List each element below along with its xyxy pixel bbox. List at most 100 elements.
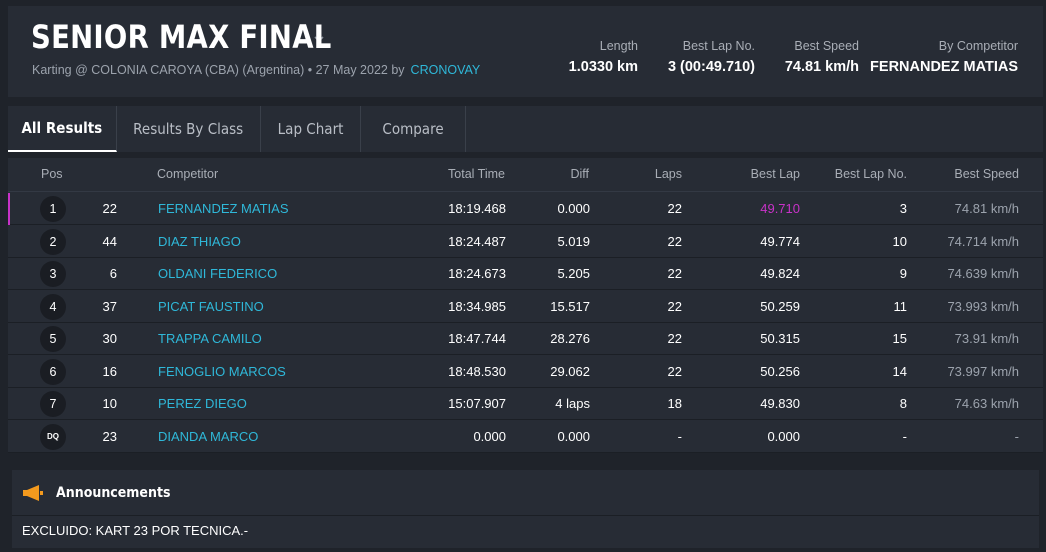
position-badge: 5 [40, 326, 66, 352]
kart-number: 44 [102, 233, 117, 249]
stat-length: Length 1.0330 km [569, 39, 638, 75]
col-laps[interactable]: Laps [654, 167, 682, 181]
total-time: 18:24.673 [448, 266, 506, 281]
tab-lap-chart[interactable]: Lap Chart [261, 106, 361, 152]
laps: 22 [667, 201, 682, 216]
best-speed: 74.714 km/h [947, 233, 1019, 249]
best-speed: 74.639 km/h [947, 266, 1019, 281]
total-time: 18:24.487 [448, 233, 506, 249]
table-row[interactable]: 4 37 PICAT FAUSTINO 18:34.985 15.517 22 50.259… [8, 291, 1043, 323]
best-lap: 50.256 [760, 363, 800, 379]
competitor-link[interactable]: TRAPPA CAMILO [158, 331, 262, 346]
col-competitor[interactable]: Competitor [157, 167, 219, 181]
kart-number: 22 [102, 201, 117, 216]
stat-label: By Competitor [938, 39, 1018, 53]
competitor-link[interactable]: PEREZ DIEGO [158, 396, 247, 411]
table-header: Pos Competitor Total Time Diff Laps Best… [8, 158, 1043, 192]
stat-value: 1.0330 km [568, 59, 638, 75]
laps: 22 [667, 233, 682, 249]
best-lap: 0.000 [767, 428, 800, 444]
table-row[interactable]: 7 10 PEREZ DIEGO 15:07.907 4 laps 18 49.830 8 74… [8, 388, 1043, 420]
col-diff[interactable]: Diff [570, 167, 589, 181]
competitor-link[interactable]: FENOGLIO MARCOS [158, 363, 286, 379]
table-row[interactable]: 6 16 FENOGLIO MARCOS 18:48.530 29.062 22 50.25… [8, 356, 1043, 388]
stat-by-competitor: By Competitor FERNANDEZ MATIAS [870, 39, 1018, 75]
table-row[interactable]: 5 30 TRAPPA CAMILO 18:47.744 28.276 22 50.315 1… [8, 323, 1043, 355]
best-lap-no: - [902, 428, 907, 444]
tab-all-results[interactable]: All Results [8, 106, 117, 152]
position-badge: 6 [40, 358, 66, 385]
total-time: 0.000 [473, 428, 506, 444]
best-speed: 73.993 km/h [947, 298, 1019, 314]
stat-value: FERNANDEZ MATIAS [870, 59, 1018, 75]
diff: 29.062 [550, 363, 590, 379]
stat-best-lap-no: Best Lap No. 3 (00:49.710) [668, 39, 755, 75]
best-speed: 73.91 km/h [954, 331, 1019, 346]
competitor-link[interactable]: PICAT FAUSTINO [158, 298, 264, 314]
stat-label: Best Lap No. [682, 39, 755, 53]
position-badge: DQ [40, 423, 66, 450]
total-time: 18:48.530 [448, 363, 506, 379]
best-lap-no: 3 [899, 201, 907, 216]
col-best-lap-no[interactable]: Best Lap No. [834, 167, 907, 181]
stat-label: Best Speed [794, 39, 859, 53]
laps: 22 [667, 363, 682, 379]
tab-results-by-class[interactable]: Results By Class [117, 106, 261, 152]
best-lap: 49.824 [760, 266, 800, 281]
col-best-lap[interactable]: Best Lap [750, 167, 800, 181]
best-lap: 49.830 [760, 396, 800, 411]
diff: 28.276 [550, 331, 590, 346]
position-badge: 7 [40, 391, 66, 417]
laps: 18 [667, 396, 682, 411]
competitor-link[interactable]: OLDANI FEDERICO [158, 266, 278, 281]
event-subtitle: Karting @ COLONIA CAROYA (CBA) (Argentin… [32, 63, 480, 77]
diff: 4 laps [555, 396, 590, 411]
title-wrap[interactable]: SENIOR MAX FINAL [31, 18, 332, 56]
table-row[interactable]: 2 44 DIAZ THIAGO 18:24.487 5.019 22 49.774 10 74… [8, 226, 1043, 258]
announcements-title: Announcements [56, 485, 183, 501]
table-row[interactable]: 1 22 FERNANDEZ MATIAS 18:19.468 0.000 22 49.71… [8, 193, 1043, 225]
kart-number: 37 [102, 298, 117, 314]
tab-label: All Results [21, 119, 103, 137]
total-time: 18:47.744 [448, 331, 506, 346]
diff: 15.517 [550, 298, 590, 314]
page-title: SENIOR MAX FINAL [31, 18, 332, 56]
table-row[interactable]: 3 6 OLDANI FEDERICO 18:24.673 5.205 22 49.824 9… [8, 258, 1043, 290]
best-lap-no: 11 [893, 298, 908, 314]
competitor-link[interactable]: DIAZ THIAGO [158, 233, 241, 249]
best-lap-no: 8 [899, 396, 907, 411]
kart-number: 10 [102, 396, 117, 411]
tab-label: Results By Class [133, 120, 244, 138]
diff: 0.000 [557, 428, 590, 444]
announcement-text: EXCLUIDO: KART 23 POR TECNICA.- [22, 523, 249, 538]
megaphone-icon [23, 485, 43, 501]
best-lap: 49.710 [760, 201, 800, 216]
col-total-time[interactable]: Total Time [448, 167, 505, 181]
total-time: 18:19.468 [448, 201, 506, 216]
event-header: SENIOR MAX FINAL Karting @ COLONIA CAROY… [8, 6, 1043, 97]
announcements-header: Announcements [12, 470, 1039, 516]
best-speed: 73.997 km/h [947, 363, 1019, 379]
col-best-speed[interactable]: Best Speed [954, 167, 1019, 181]
announcements-panel: Announcements EXCLUIDO: KART 23 POR TECN… [12, 470, 1039, 548]
announcements-title-text: Announcements [56, 485, 171, 501]
position-badge: 3 [40, 261, 66, 287]
best-lap-no: 15 [892, 331, 907, 346]
competitor-link[interactable]: DIANDA MARCO [158, 428, 259, 444]
position-badge: 4 [40, 293, 66, 320]
position-badge: 2 [40, 228, 66, 255]
kart-number: 6 [109, 266, 117, 281]
stat-value: 74.81 km/h [784, 59, 859, 75]
kart-number: 30 [102, 331, 117, 346]
laps: 22 [667, 331, 682, 346]
best-lap: 50.259 [760, 298, 800, 314]
tab-compare[interactable]: Compare [361, 106, 466, 152]
organizer-link[interactable]: CRONOVAY [410, 63, 481, 77]
table-row[interactable]: DQ 23 DIANDA MARCO 0.000 0.000 - 0.000 - - [8, 421, 1043, 453]
competitor-link[interactable]: FERNANDEZ MATIAS [158, 201, 289, 216]
kart-number: 23 [102, 428, 117, 444]
laps: 22 [667, 298, 682, 314]
total-time: 18:34.985 [448, 298, 506, 314]
chevron-down-icon[interactable] [313, 33, 325, 45]
col-pos[interactable]: Pos [41, 167, 63, 181]
